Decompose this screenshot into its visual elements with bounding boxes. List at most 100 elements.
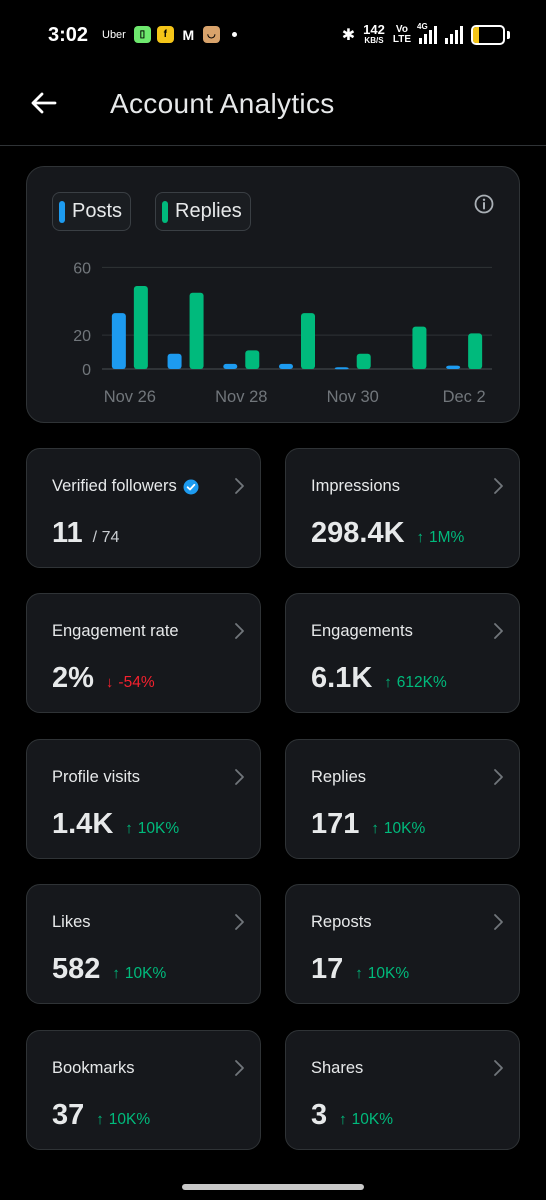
metric-card-verified-followers[interactable]: Verified followers 11 / 74 xyxy=(26,448,261,568)
bar-posts-nov-30[interactable] xyxy=(334,367,349,370)
metric-change: ↑ 10K% xyxy=(339,1111,393,1129)
arrow-up-icon: ↑ xyxy=(371,820,379,837)
metric-change: ↑ 10K% xyxy=(355,965,409,983)
metric-value-row: 11 / 74 xyxy=(52,517,119,550)
metric-value-row: 582 ↑ 10K% xyxy=(52,953,166,986)
metric-change-value: 10K% xyxy=(367,965,410,982)
arrow-up-icon: ↑ xyxy=(355,965,363,982)
metric-total: / 74 xyxy=(92,529,120,546)
replies-swatch xyxy=(162,200,169,223)
metric-value: 11 xyxy=(52,517,83,549)
metric-label: Likes xyxy=(52,913,91,932)
metric-value-row: 6.1K ↑ 612K% xyxy=(311,662,447,695)
y-tick-label: 0 xyxy=(82,362,91,379)
chevron-right-icon xyxy=(235,623,244,639)
arrow-up-icon: ↑ xyxy=(112,965,120,982)
metric-value: 2% xyxy=(52,662,94,694)
arrow-up-icon: ↑ xyxy=(96,1111,104,1128)
metric-card-replies[interactable]: Replies 171 ↑ 10K% xyxy=(285,739,520,859)
legend-posts[interactable]: Posts xyxy=(52,192,132,231)
metric-value-row: 3 ↑ 10K% xyxy=(311,1099,393,1132)
bar-posts-nov-27[interactable] xyxy=(167,353,182,369)
metric-label: Bookmarks xyxy=(52,1059,135,1078)
bar-replies-nov-27[interactable] xyxy=(189,292,204,369)
gmail-icon: M xyxy=(182,26,195,43)
metric-value: 298.4K xyxy=(311,517,405,549)
metric-value-row: 1.4K ↑ 10K% xyxy=(52,808,179,841)
bar-posts-dec-2[interactable] xyxy=(446,365,461,369)
metric-label: Engagements xyxy=(311,622,413,641)
chevron-right-icon xyxy=(235,1060,244,1076)
bar-replies-nov-30[interactable] xyxy=(356,353,371,369)
metric-label: Replies xyxy=(311,768,366,787)
metric-label-text: Likes xyxy=(52,913,91,931)
signal-icon xyxy=(445,26,463,44)
metric-label-text: Engagement rate xyxy=(52,622,179,640)
legend-replies[interactable]: Replies xyxy=(155,192,251,231)
metric-card-shares[interactable]: Shares 3 ↑ 10K% xyxy=(285,1030,520,1150)
bar-posts-nov-28[interactable] xyxy=(223,363,238,369)
arrow-up-icon: ↑ xyxy=(384,674,392,691)
posts-swatch xyxy=(59,200,65,223)
metric-value-row: 2% ↓ -54% xyxy=(52,662,155,695)
arrow-left-icon xyxy=(31,92,57,114)
chevron-right-icon xyxy=(494,623,503,639)
metric-label: Engagement rate xyxy=(52,622,179,641)
metric-label-text: Verified followers xyxy=(52,477,177,495)
more-notifications-dot xyxy=(231,32,237,37)
metric-card-profile-visits[interactable]: Profile visits 1.4K ↑ 10K% xyxy=(26,739,261,859)
status-time: 3:02 xyxy=(48,24,89,46)
metric-value-row: 17 ↑ 10K% xyxy=(311,953,409,986)
bar-replies-dec-1[interactable] xyxy=(412,326,427,369)
metric-value: 6.1K xyxy=(311,662,373,694)
metric-label-text: Bookmarks xyxy=(52,1059,135,1077)
metric-label-text: Reposts xyxy=(311,913,372,931)
bar-replies-dec-2[interactable] xyxy=(468,333,483,369)
store-icon: ◡ xyxy=(202,26,220,43)
metric-card-engagements[interactable]: Engagements 6.1K ↑ 612K% xyxy=(285,593,520,713)
metric-value-row: 37 ↑ 10K% xyxy=(52,1099,150,1132)
metric-change: ↑ 10K% xyxy=(96,1111,150,1129)
metric-value: 17 xyxy=(311,953,344,985)
phonepe-icon: ▯ xyxy=(133,26,151,43)
x-tick-label: Nov 28 xyxy=(215,388,267,406)
metric-change: ↑ 10K% xyxy=(125,820,179,838)
metric-label: Impressions xyxy=(311,477,400,496)
metric-value-row: 298.4K ↑ 1M% xyxy=(311,517,464,550)
chevron-right-icon xyxy=(494,1060,503,1076)
metric-card-likes[interactable]: Likes 582 ↑ 10K% xyxy=(26,884,261,1004)
metric-card-bookmarks[interactable]: Bookmarks 37 ↑ 10K% xyxy=(26,1030,261,1150)
arrow-down-icon: ↓ xyxy=(105,674,114,691)
metric-card-engagement-rate[interactable]: Engagement rate 2% ↓ -54% xyxy=(26,593,261,713)
metric-card-reposts[interactable]: Reposts 17 ↑ 10K% xyxy=(285,884,520,1004)
metric-value: 1.4K xyxy=(52,808,114,840)
metric-change-value: 10K% xyxy=(351,1111,394,1128)
home-indicator[interactable] xyxy=(182,1184,364,1190)
y-tick-label: 60 xyxy=(73,260,91,277)
bar-replies-nov-26[interactable] xyxy=(133,286,148,369)
metric-change: ↑ 1M% xyxy=(417,529,465,547)
x-tick-label: Nov 30 xyxy=(327,388,379,406)
metric-change-value: 10K% xyxy=(108,1111,151,1128)
chevron-right-icon xyxy=(235,769,244,785)
metric-value: 582 xyxy=(52,953,101,985)
info-icon[interactable] xyxy=(473,193,495,215)
chart-legend: Posts Replies xyxy=(52,192,251,231)
metric-change: ↑ 10K% xyxy=(371,820,425,838)
battery-icon: 19 xyxy=(471,25,505,45)
status-bar: 3:02 Uber ▯ f M ◡ ✱ 142 KB/S Vo LTE 4G 1… xyxy=(0,0,546,72)
activity-chart-card: Posts Replies 0 20 60 Nov 26 Nov 28 Nov 30 Dec… xyxy=(26,166,520,423)
bar-posts-nov-29[interactable] xyxy=(279,363,293,369)
chevron-right-icon xyxy=(494,914,503,930)
bar-replies-nov-29[interactable] xyxy=(301,313,315,369)
metric-label-text: Engagements xyxy=(311,622,413,640)
metric-change-value: 10K% xyxy=(137,820,180,837)
chevron-right-icon xyxy=(494,478,503,494)
metric-value: 3 xyxy=(311,1099,328,1131)
metric-card-impressions[interactable]: Impressions 298.4K ↑ 1M% xyxy=(285,448,520,568)
metric-label-text: Replies xyxy=(311,768,367,786)
metric-change-value: 10K% xyxy=(383,820,426,837)
back-button[interactable] xyxy=(26,86,60,120)
bar-replies-nov-28[interactable] xyxy=(245,350,260,369)
bar-posts-nov-26[interactable] xyxy=(111,313,126,369)
